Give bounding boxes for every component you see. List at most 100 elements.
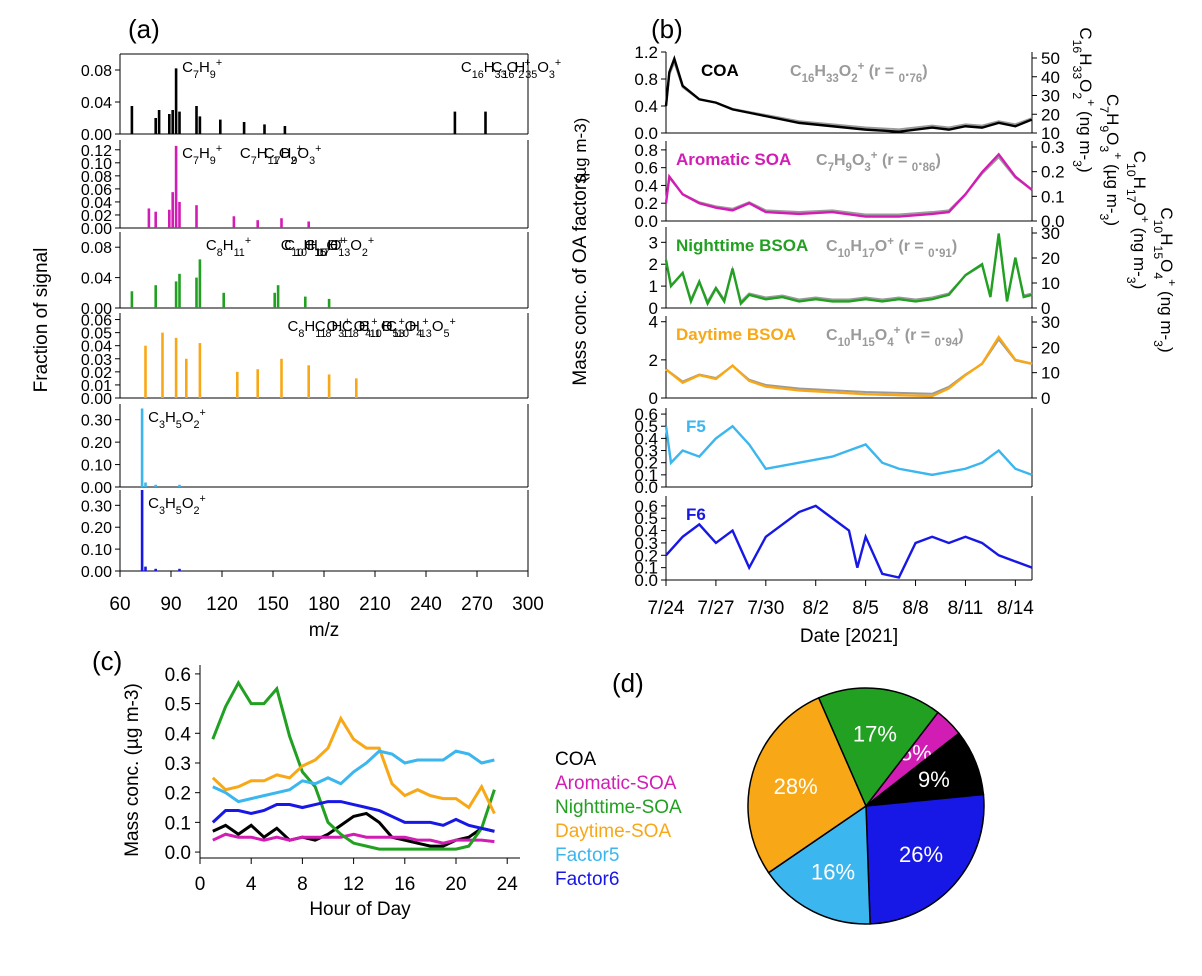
tracer-label: C7H9O3+ (r = 0.86) [816, 150, 941, 174]
y-tick-label: 0.00 [81, 391, 112, 408]
right-y-tick-label: 0.3 [1041, 138, 1065, 157]
y-axis-title: Mass conc. (µg m-3) [122, 683, 143, 857]
x-tick-label: 7/27 [697, 598, 734, 619]
x-tick-label: 150 [257, 594, 289, 615]
x-tick-label: 8/14 [997, 598, 1034, 619]
x-tick-label: 0 [195, 874, 206, 895]
y-tick-label: 0.0 [634, 124, 658, 143]
y-tick-label: 0.4 [634, 176, 658, 195]
y-tick-label: 0.10 [81, 542, 112, 559]
y-tick-label: 0.08 [81, 169, 112, 186]
tracer-label: C10H15O4+ (r = 0.94) [826, 325, 964, 349]
y-tick-label: 0.00 [81, 221, 112, 238]
right-axis-title: C10H17O+ (ng m-3) [1124, 151, 1152, 290]
y-tick-label: 0.0 [634, 571, 658, 590]
y-tick-label: 0.12 [81, 143, 112, 160]
peak-annotation: C16H35O3+ [492, 57, 562, 81]
pie-label: 9% [918, 767, 950, 792]
y-tick-label: 2 [649, 351, 658, 370]
right-y-tick-label: 10 [1041, 274, 1060, 293]
y-tick-label: 0.04 [81, 271, 112, 288]
pie-slice [817, 687, 940, 808]
pie-slice [747, 696, 867, 874]
x-tick-label: 8/5 [852, 598, 878, 619]
peak-annotation: C7H11O2+ [240, 143, 303, 167]
factor-name: F6 [686, 505, 706, 524]
factor-line [665, 504, 1033, 579]
peak-annotation: C8H11O5+ [342, 316, 405, 340]
right-y-tick-label: 10 [1041, 364, 1060, 383]
y-tick-label: 0.6 [634, 497, 658, 516]
x-tick-label: 300 [512, 594, 544, 615]
x-tick-label: 8/8 [902, 598, 928, 619]
legend-entry: Nighttime-SOA [555, 797, 682, 818]
y-tick-label: 0.30 [81, 413, 112, 430]
factor-line [664, 233, 1033, 307]
pie-label: 26% [899, 842, 943, 867]
x-tick-label: 16 [394, 874, 415, 895]
right-axis-title: C7H9O3+ (µg m-3) [1097, 94, 1125, 226]
y-tick-label: 0.04 [81, 95, 112, 112]
x-tick-label: 20 [445, 874, 466, 895]
series-line [211, 679, 496, 851]
series-line [212, 832, 495, 845]
x-tick-label: 7/24 [648, 598, 685, 619]
y-tick-label: 3 [649, 233, 658, 252]
y-tick-label: 1 [649, 277, 658, 296]
y-tick-label: 0.10 [81, 458, 112, 475]
y-tick-label: 0.4 [634, 97, 658, 116]
y-tick-label: 0.05 [81, 326, 112, 343]
series-line [212, 811, 495, 848]
y-tick-label: 2 [649, 255, 658, 274]
peak-annotation: C10H13O4+ [359, 316, 429, 340]
factor-line [664, 152, 1033, 218]
x-tick-label: 7/30 [747, 598, 784, 619]
peak-annotation: C7H9+ [182, 143, 222, 167]
panel-d: (d) COA Aromatic-SOA Nighttime-SOA Daytime-S… [555, 668, 985, 925]
y-tick-label: 0.1 [634, 559, 658, 578]
x-tick-label: 270 [461, 594, 493, 615]
peak-annotation: C3H5O2+ [148, 493, 206, 517]
panel-label-a: (a) [128, 14, 160, 44]
y-tick-label: 0.20 [81, 435, 112, 452]
y-tick-label: 0.5 [634, 509, 658, 528]
y-tick-label: 0.20 [81, 520, 112, 537]
right-y-tick-label: 0 [1041, 389, 1050, 408]
x-tick-label: 180 [308, 594, 340, 615]
peak-annotation: C8H11O3+ [288, 316, 351, 340]
factor-name: Aromatic SOA [676, 150, 791, 169]
right-y-tick-label: 30 [1041, 224, 1060, 243]
y-tick-label: 0.8 [634, 141, 658, 160]
y-tick-label: 0.6 [165, 665, 191, 686]
right-y-tick-label: 30 [1041, 87, 1060, 106]
series-line [211, 800, 495, 833]
right-axis-title: C10H15O4+ (ng m-3) [1151, 207, 1179, 352]
factor-line [665, 334, 1033, 398]
x-tick-label: 12 [343, 874, 364, 895]
peak-annotation: C3H5O2+ [148, 407, 206, 431]
factor-name: Nighttime BSOA [676, 236, 808, 255]
y-tick-label: 0.2 [634, 454, 658, 473]
legend-entry: Aromatic-SOA [555, 773, 677, 794]
tracer-label: C16H33O2+ (r = 0.76) [790, 61, 928, 85]
y-tick-label: 0.0 [165, 843, 191, 864]
x-axis-title: Hour of Day [309, 899, 411, 920]
y-tick-label: 0 [649, 389, 658, 408]
pie-slice [767, 804, 871, 925]
y-tick-label: 0.02 [81, 208, 112, 225]
peak-annotation: C10H13O2+ [305, 235, 375, 259]
x-axis-title: m/z [309, 620, 340, 641]
peak-annotation: C7H9O3+ [264, 143, 322, 167]
y-tick-label: 0.3 [634, 442, 658, 461]
x-tick-label: 120 [206, 594, 238, 615]
right-y-tick-label: 10 [1041, 124, 1060, 143]
y-tick-label: 0.06 [81, 182, 112, 199]
right-y-tick-label: 0.0 [1041, 212, 1065, 231]
x-tick-label: 90 [160, 594, 181, 615]
pie-label: 28% [774, 774, 818, 799]
y-tick-label: 0.06 [81, 313, 112, 330]
right-y-tick-label: 40 [1041, 68, 1060, 87]
x-tick-label: 24 [497, 874, 519, 895]
y-tick-label: 0.5 [165, 695, 191, 716]
tracer-label: C10H17O+ (r = 0.91) [826, 236, 957, 260]
